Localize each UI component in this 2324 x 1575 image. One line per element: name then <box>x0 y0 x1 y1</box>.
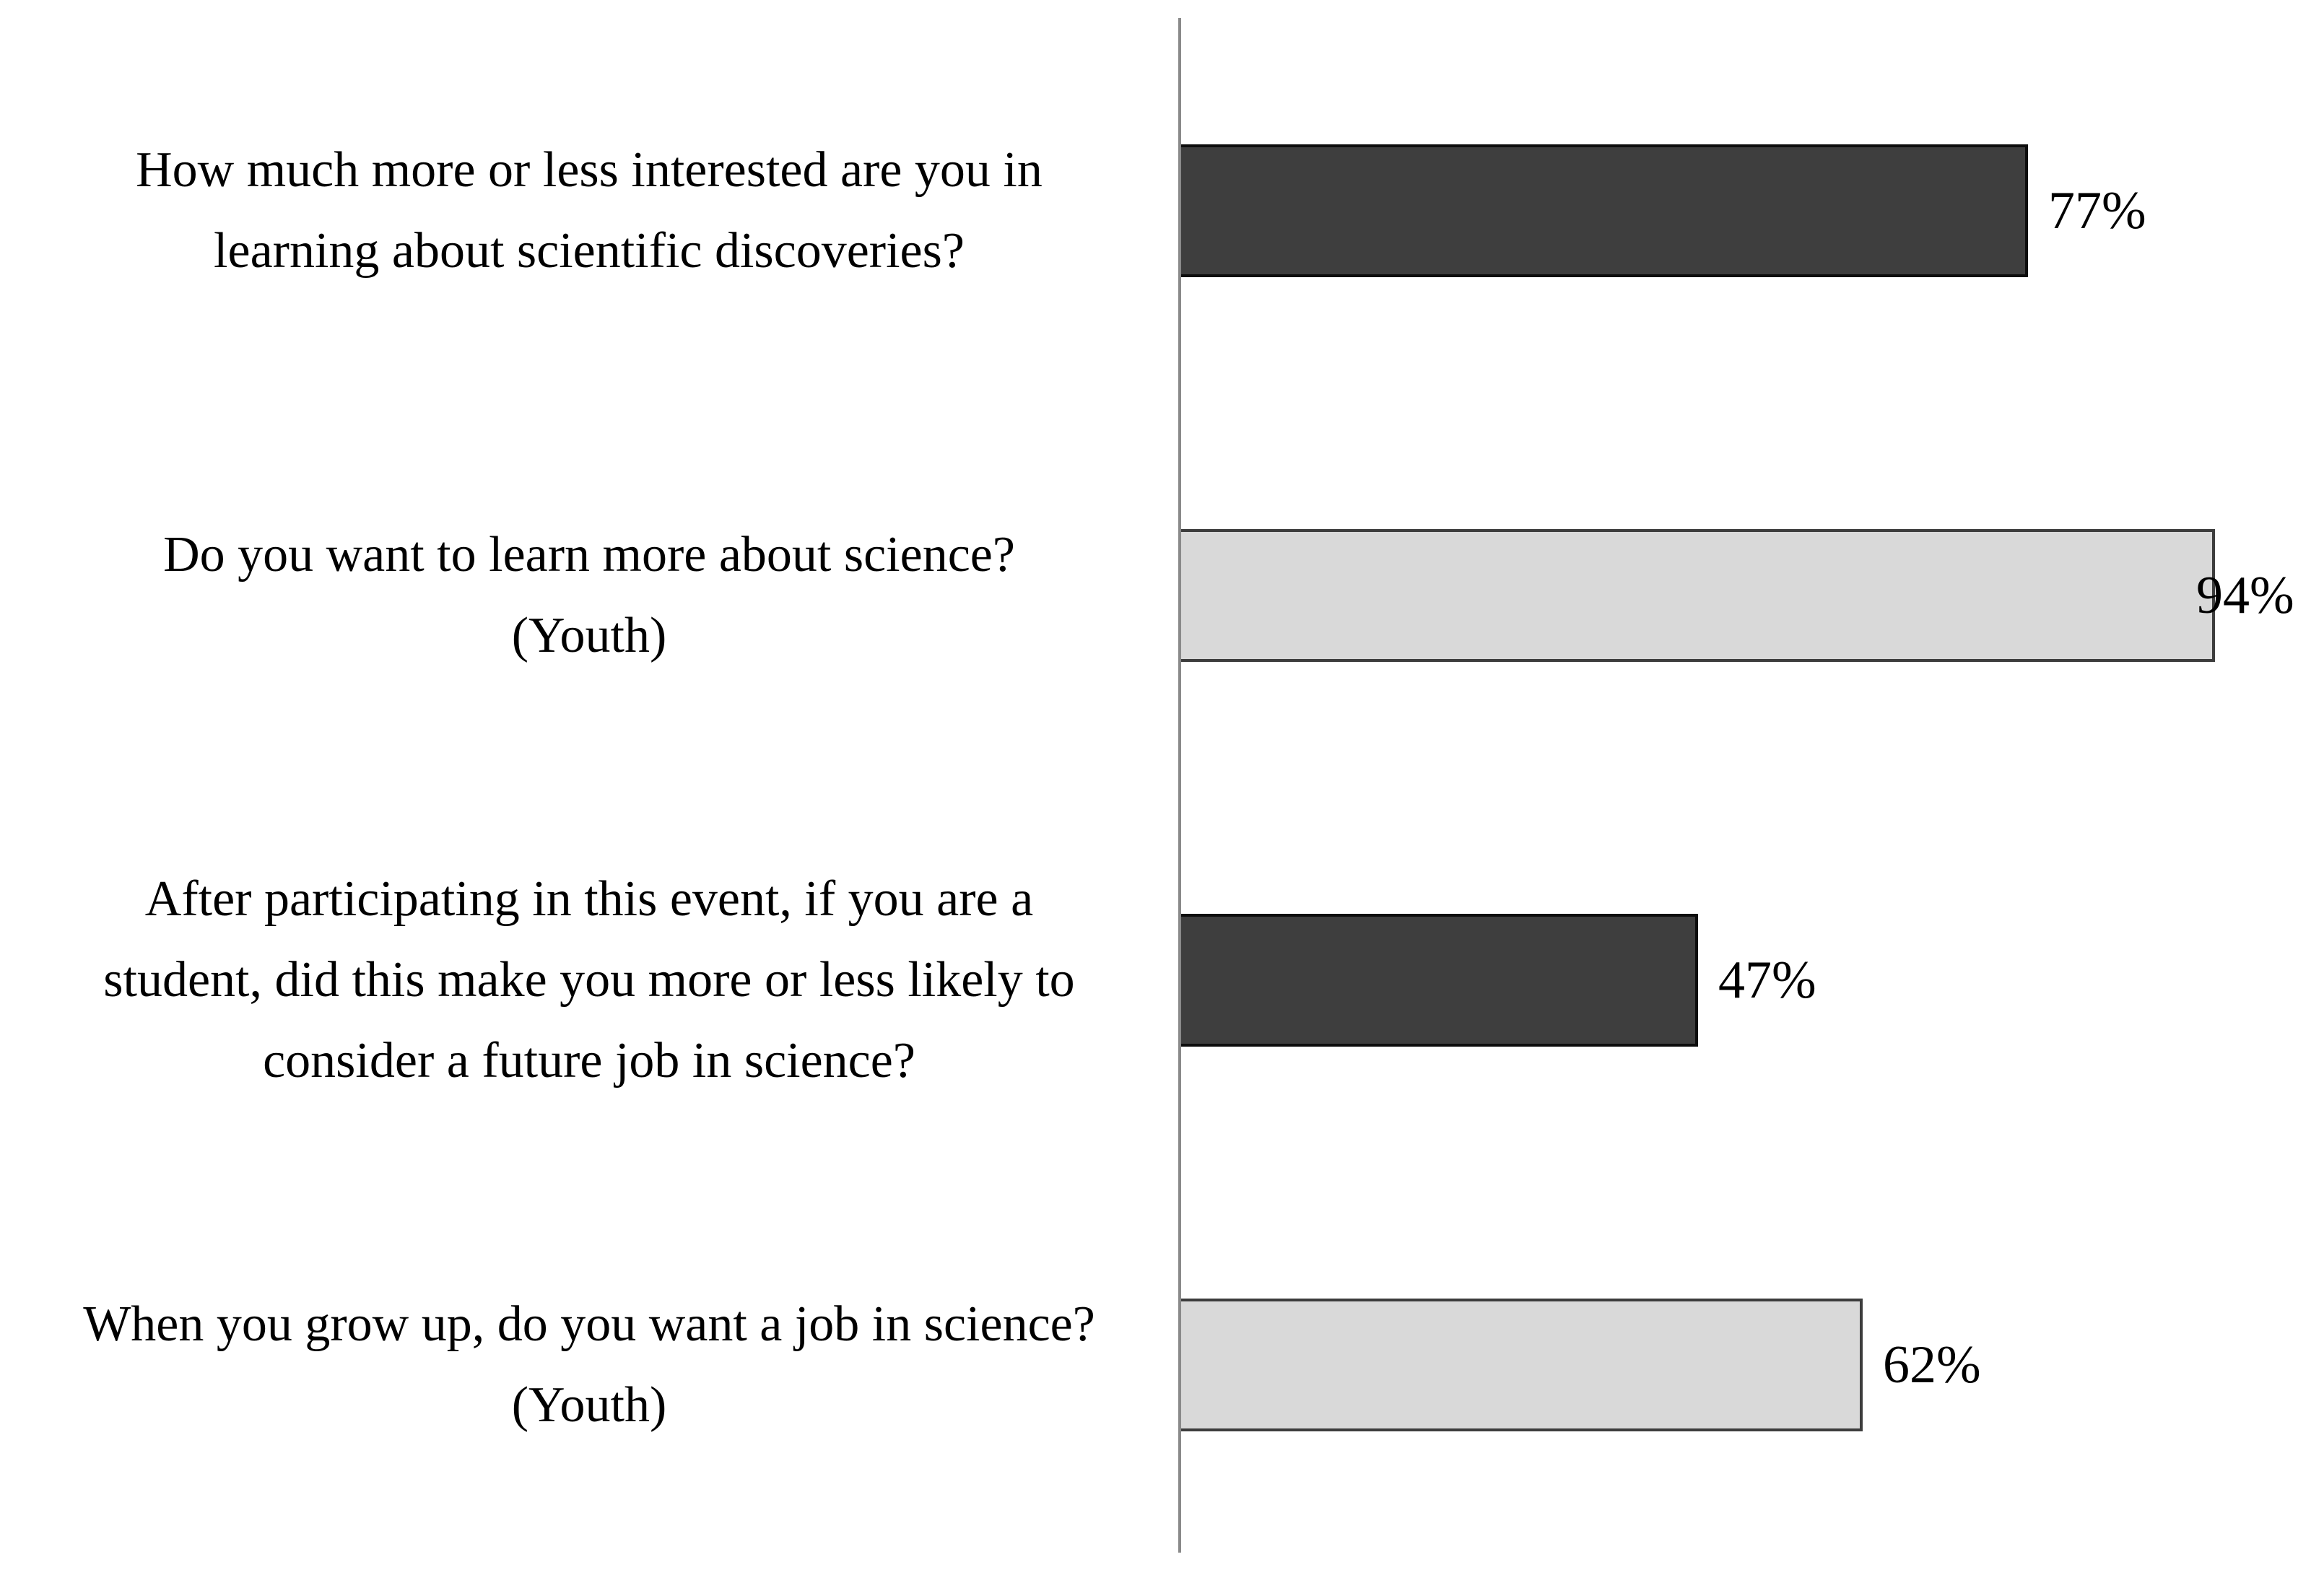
category-label-learn-more-science: Do you want to learn more about science?… <box>163 526 1015 663</box>
bar-row: 62% <box>1181 1172 2324 1557</box>
bar-learn-more-science <box>1181 528 2215 662</box>
bar-row: 47% <box>1181 788 2324 1172</box>
bar-row: 77% <box>1181 18 2324 403</box>
value-label: 62% <box>1883 1335 1981 1395</box>
category-axis-labels: How much more or less interested are you… <box>0 18 1178 1557</box>
bar-interest-discoveries <box>1181 144 2028 277</box>
value-label: 77% <box>2048 180 2146 240</box>
category-label-interest-discoveries: How much more or less interested are you… <box>136 141 1043 279</box>
category-label-job-in-science: When you grow up, do you want a job in s… <box>83 1296 1095 1433</box>
category-row: When you grow up, do you want a job in s… <box>0 1172 1178 1557</box>
category-axis-line <box>1178 18 1181 1553</box>
bar-future-job-likelihood <box>1181 913 1698 1047</box>
plot-area: 77% 94% 47% 62% <box>1181 18 2324 1557</box>
value-label: 94% <box>2196 565 2294 625</box>
category-row: Do you want to learn more about science?… <box>0 403 1178 788</box>
bar-job-in-science <box>1181 1298 1863 1431</box>
bar-row: 94% <box>1181 403 2324 788</box>
category-row: After participating in this event, if yo… <box>0 788 1178 1172</box>
category-row: How much more or less interested are you… <box>0 18 1178 403</box>
value-label: 47% <box>1718 950 1816 1010</box>
category-label-future-job-likelihood: After participating in this event, if yo… <box>103 871 1075 1088</box>
